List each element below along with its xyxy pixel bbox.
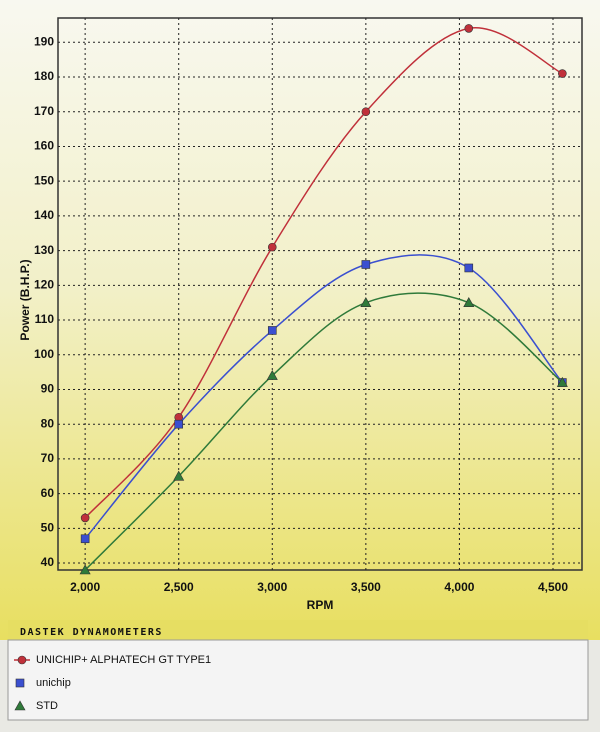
y-tick-label: 160 — [34, 139, 54, 153]
y-tick-label: 100 — [34, 347, 54, 361]
point — [173, 470, 185, 481]
footer-text: DASTEK DYNAMOMETERS — [20, 627, 163, 638]
y-tick-label: 150 — [34, 173, 54, 187]
legend-box — [7, 639, 589, 721]
legend-marker — [14, 700, 26, 711]
point — [463, 297, 475, 307]
series-line — [84, 254, 563, 540]
x-tick-label: 4,500 — [538, 580, 568, 594]
y-tick-label: 130 — [34, 243, 54, 257]
series-line — [84, 292, 563, 571]
point — [556, 376, 568, 387]
x-tick-label: 2,500 — [164, 580, 194, 594]
y-tick-label: 110 — [35, 312, 55, 326]
y-tick-label: 60 — [41, 486, 55, 500]
y-tick-label: 180 — [34, 69, 54, 83]
point — [360, 297, 372, 307]
legend-marker — [15, 678, 25, 688]
x-tick-label: 2,000 — [70, 580, 100, 594]
point — [464, 263, 474, 273]
point — [266, 369, 278, 380]
point — [464, 24, 474, 33]
y-tick-label: 190 — [34, 34, 54, 48]
x-tick-label: 4,000 — [444, 580, 474, 594]
legend-label: unichip — [36, 677, 71, 689]
legend-label: STD — [36, 700, 58, 712]
point — [79, 564, 91, 575]
legend-marker — [17, 655, 27, 665]
point — [80, 513, 90, 523]
y-tick-label: 50 — [41, 521, 55, 535]
x-tick-label: 3,500 — [351, 580, 381, 594]
point — [558, 69, 567, 78]
x-axis-label: RPM — [307, 598, 334, 612]
y-tick-label: 40 — [41, 555, 55, 569]
x-tick-label: 3,000 — [257, 580, 287, 594]
y-tick-label: 120 — [34, 277, 54, 291]
point — [174, 419, 184, 429]
footer-band — [8, 620, 588, 640]
point — [361, 107, 371, 117]
plot-frame — [57, 17, 583, 571]
y-axis-label: Power (B.H.P.) — [18, 259, 32, 340]
point — [267, 242, 277, 252]
y-tick-label: 70 — [41, 451, 55, 465]
y-tick-label: 80 — [41, 416, 55, 430]
y-tick-label: 140 — [34, 208, 54, 222]
legend-label: UNICHIP+ ALPHATECH GT TYPE1 — [36, 654, 211, 666]
y-tick-label: 90 — [41, 382, 55, 396]
point — [80, 534, 90, 544]
point — [267, 326, 277, 335]
y-tick-label: 170 — [34, 104, 54, 118]
point — [361, 260, 371, 269]
